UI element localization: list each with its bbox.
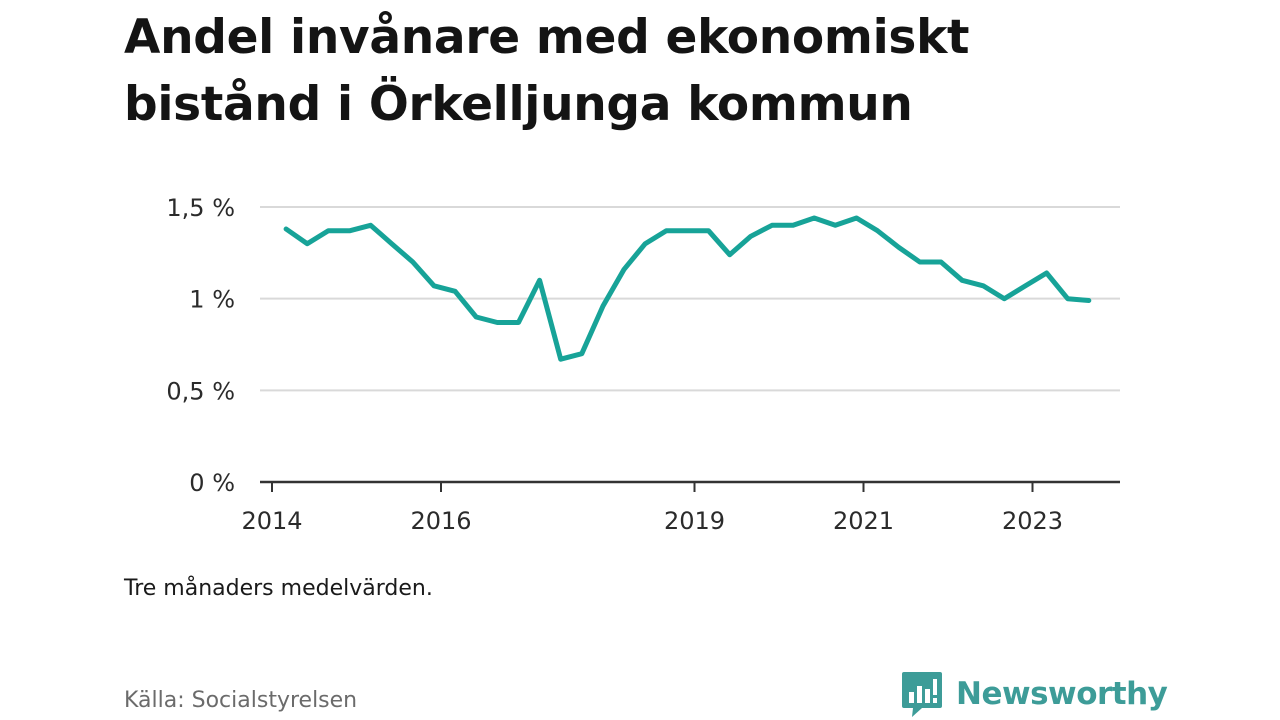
- chart-note: Tre månaders medelvärden.: [124, 576, 433, 601]
- y-tick-label: 1 %: [189, 286, 235, 314]
- x-tick-label: 2023: [1002, 507, 1063, 535]
- x-axis: 2014 2016 2019 2021 2023: [241, 480, 1120, 535]
- x-tick-label: 2014: [241, 507, 302, 535]
- x-tick-label: 2021: [833, 507, 894, 535]
- chart-title: Andel invånare med ekonomiskt bistånd i …: [124, 10, 970, 132]
- source-credit: Källa: Socialstyrelsen: [124, 688, 358, 713]
- bar-chart-speech-bubble-icon: [902, 672, 942, 717]
- y-tick-label: 0,5 %: [166, 377, 235, 405]
- y-tick-label: 1,5 %: [166, 194, 235, 222]
- brand-name: Newsworthy: [956, 676, 1168, 712]
- y-tick-label: 0 %: [189, 469, 235, 497]
- gridlines: [260, 206, 1120, 392]
- y-axis-labels: 0 % 0,5 % 1 % 1,5 %: [166, 194, 235, 497]
- series-layer: [283, 215, 1092, 362]
- brand-logo: Newsworthy: [900, 670, 1168, 718]
- x-tick-label: 2019: [664, 507, 725, 535]
- series-line: [283, 215, 1092, 362]
- x-tick-label: 2016: [410, 507, 471, 535]
